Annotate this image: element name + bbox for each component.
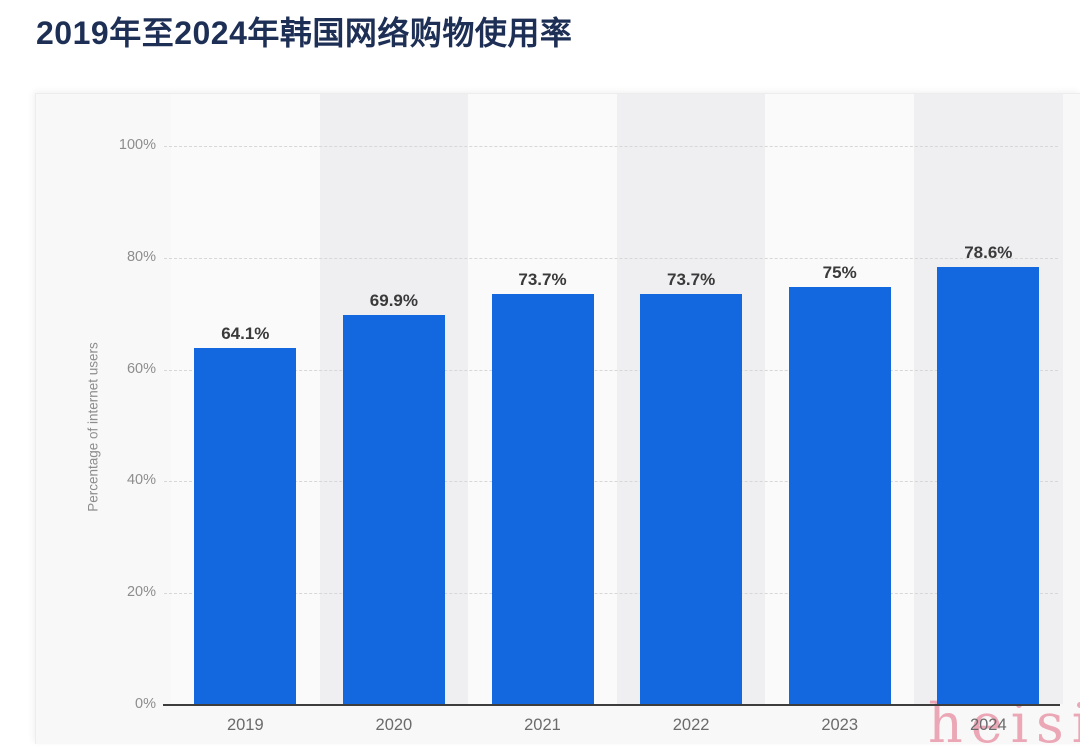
bar-value-label: 78.6%	[964, 242, 1013, 262]
plot-area: Percentage of internet users heisi 0%20%…	[36, 94, 1080, 751]
bar-value-label: 64.1%	[221, 323, 270, 343]
bar-2022	[640, 294, 743, 706]
x-tick-label: 2019	[226, 716, 264, 734]
gridline	[164, 257, 1058, 259]
y-tick-label: 100%	[118, 137, 156, 153]
gridline	[164, 593, 1058, 595]
gridline	[164, 146, 1058, 147]
x-tick-label: 2020	[375, 716, 413, 734]
bar-2021	[491, 294, 594, 706]
y-tick-label: 40%	[126, 472, 156, 489]
y-tick-label: 20%	[126, 584, 156, 601]
bar-2020	[342, 315, 445, 706]
page-title: 2019年至2024年韩国网络购物使用率	[36, 15, 573, 51]
bar-value-label: 73.7%	[518, 270, 567, 290]
bar-value-label: 69.9%	[369, 291, 418, 311]
x-tick-label: 2022	[672, 716, 710, 734]
y-tick-label: 80%	[126, 248, 156, 265]
bar-value-label: 73.7%	[666, 270, 716, 290]
bar-2019	[194, 347, 297, 706]
bar-2024	[937, 266, 1040, 706]
gridline	[164, 481, 1058, 483]
x-tick-label: 2021	[524, 716, 561, 734]
y-tick-label: 0%	[135, 696, 156, 712]
x-axis-line	[163, 704, 1060, 706]
bar-2023	[788, 286, 891, 706]
y-tick-label: 60%	[126, 360, 156, 377]
gridline	[164, 369, 1058, 371]
x-tick-label: 2024	[969, 716, 1007, 734]
chart-card: Percentage of internet users heisi 0%20%…	[35, 93, 1080, 751]
x-tick-label: 2023	[821, 716, 859, 734]
bar-value-label: 75%	[822, 262, 857, 282]
